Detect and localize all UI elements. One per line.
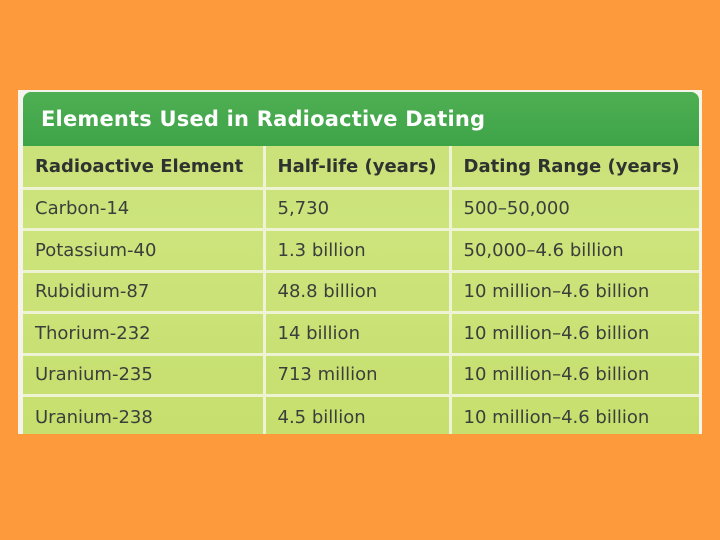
table-row: Uranium-235 713 million 10 million–4.6 b… [23, 354, 699, 397]
half-life-cell: 1.3 billion [264, 229, 452, 273]
half-life-cell: 14 billion [264, 312, 452, 356]
half-life-cell: 4.5 billion [264, 395, 452, 434]
radioactive-dating-table: Radioactive Element Half-life (years) Da… [23, 146, 699, 434]
table-row: Carbon-14 5,730 500–50,000 [23, 188, 699, 231]
table-title: Elements Used in Radioactive Dating [41, 107, 486, 131]
dating-range-cell: 500–50,000 [450, 188, 699, 231]
element-cell: Potassium-40 [23, 229, 266, 273]
element-cell: Uranium-235 [23, 354, 266, 397]
data-table-card: Elements Used in Radioactive Dating Radi… [23, 92, 699, 434]
half-life-cell: 713 million [264, 354, 452, 397]
dating-range-cell: 10 million–4.6 billion [450, 271, 699, 314]
element-cell: Uranium-238 [23, 395, 266, 434]
column-header-dating-range: Dating Range (years) [450, 146, 699, 190]
scanned-table-image: Elements Used in Radioactive Dating Radi… [18, 90, 702, 434]
table-header-row: Radioactive Element Half-life (years) Da… [23, 146, 699, 190]
table-row: Uranium-238 4.5 billion 10 million–4.6 b… [23, 395, 699, 434]
table-row: Thorium-232 14 billion 10 million–4.6 bi… [23, 312, 699, 356]
dating-range-cell: 10 million–4.6 billion [463, 406, 650, 428]
dating-range-cell: 10 million–4.6 billion [450, 312, 699, 356]
column-header-element: Radioactive Element [23, 146, 266, 190]
element-cell: Carbon-14 [23, 188, 266, 231]
half-life-cell: 48.8 billion [264, 271, 452, 314]
table-row: Potassium-40 1.3 billion 50,000–4.6 bill… [23, 229, 699, 273]
dating-range-cell: 10 million–4.6 billion [450, 354, 699, 397]
half-life-cell: 5,730 [264, 188, 452, 231]
table-row: Rubidium-87 48.8 billion 10 million–4.6 … [23, 271, 699, 314]
element-cell: Rubidium-87 [23, 271, 266, 314]
dating-range-cell: 50,000–4.6 billion [450, 229, 699, 273]
element-cell: Thorium-232 [23, 312, 266, 356]
table-title-bar: Elements Used in Radioactive Dating [23, 92, 699, 146]
column-header-half-life: Half-life (years) [264, 146, 452, 190]
